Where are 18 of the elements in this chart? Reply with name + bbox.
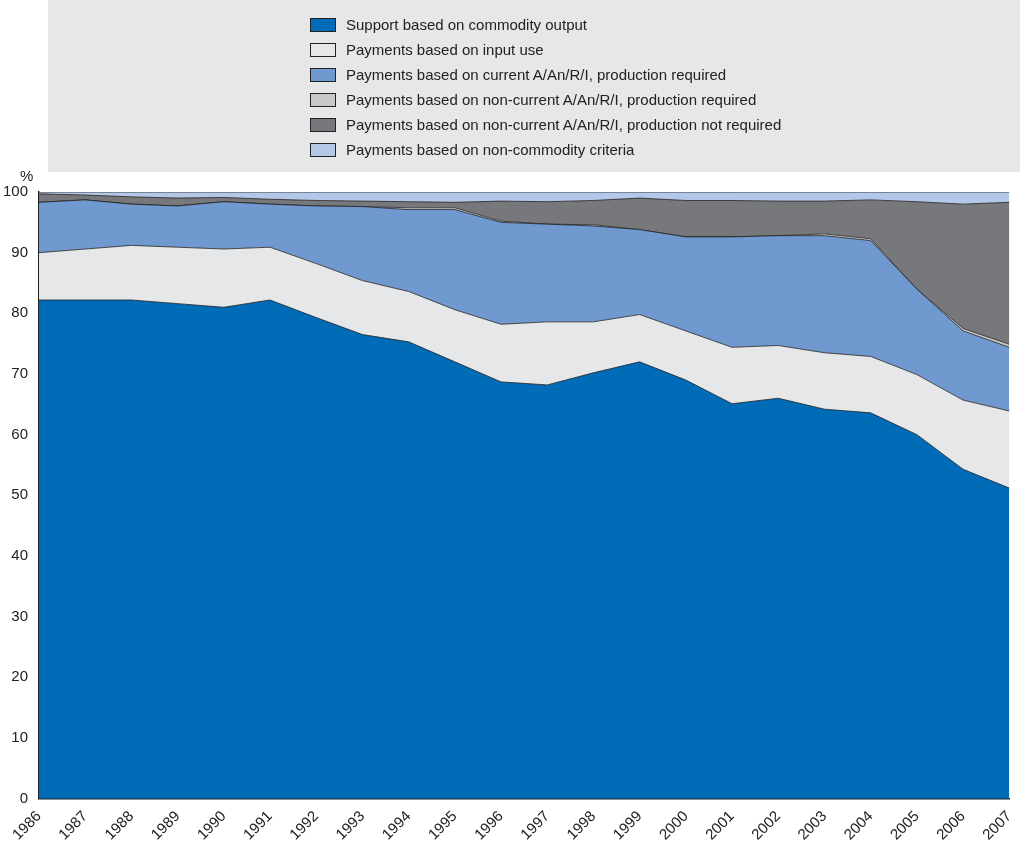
legend-label: Payments based on non-current A/An/R/I, production not required	[346, 116, 782, 133]
y-tick-label: 60	[11, 424, 29, 442]
legend-label: Payments based on input use	[346, 41, 544, 58]
y-tick-label: 40	[11, 546, 29, 564]
legend-label: Support based on commodity output	[346, 16, 587, 33]
legend-label: Payments based on current A/An/R/I, production required	[346, 66, 727, 83]
y-tick-label: 10	[11, 728, 29, 746]
y-tick-label: 80	[11, 303, 29, 321]
y-axis-title: %	[20, 166, 34, 184]
y-tick-label: 100	[3, 182, 29, 200]
y-tick-label: 0	[19, 788, 29, 806]
legend-label: Payments based on non-current A/An/R/I, production required	[346, 91, 757, 108]
y-tick-label: 50	[11, 485, 29, 503]
y-tick-label: 20	[11, 667, 29, 685]
y-tick-label: 70	[11, 364, 29, 382]
legend-label: Payments based on non-commodity criteria	[346, 141, 635, 158]
y-tick-label: 90	[11, 242, 29, 260]
y-tick-label: 30	[11, 606, 29, 624]
